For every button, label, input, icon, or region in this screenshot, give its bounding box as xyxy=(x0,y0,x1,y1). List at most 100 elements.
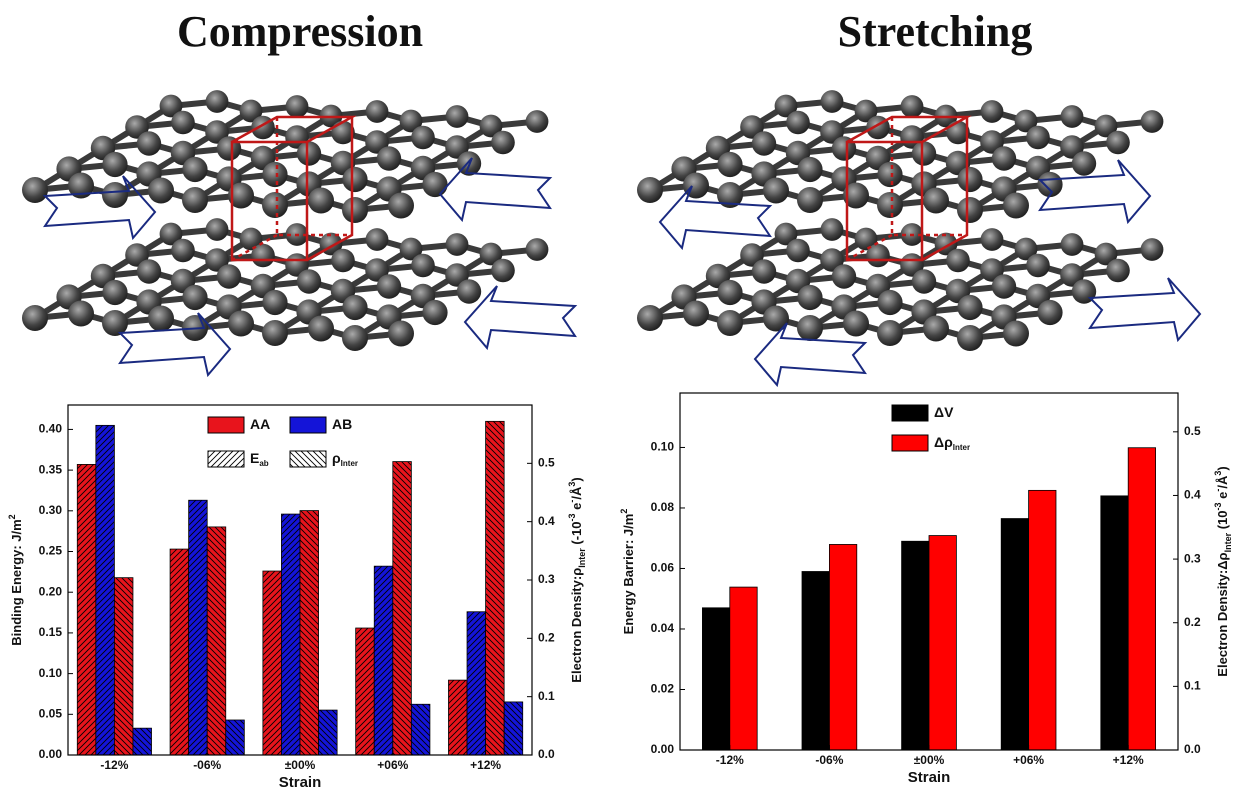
atom xyxy=(491,259,515,283)
legend-swatch xyxy=(290,417,326,433)
y2-tick-label: 0.5 xyxy=(538,456,555,470)
bar xyxy=(319,710,338,755)
atom xyxy=(821,218,844,241)
y-tick-label: 0.08 xyxy=(651,500,675,514)
label-part: /Å xyxy=(569,486,584,500)
atom xyxy=(182,187,208,213)
y-tick-label: 0.15 xyxy=(39,625,63,639)
label-part: Inter xyxy=(1223,532,1233,552)
atom xyxy=(102,152,127,177)
atom xyxy=(137,259,161,283)
atom xyxy=(182,285,207,310)
bar xyxy=(189,500,208,755)
y2-tick-label: 0.2 xyxy=(1184,615,1201,629)
atom xyxy=(366,228,389,251)
atom xyxy=(877,290,902,315)
y-tick-label: 0.04 xyxy=(651,621,675,635)
bar xyxy=(411,704,430,755)
atom xyxy=(1106,259,1130,283)
atom xyxy=(1106,131,1130,155)
y-tick-label: 0.10 xyxy=(651,440,675,454)
atom xyxy=(763,178,789,204)
atom xyxy=(526,238,549,261)
legend-swatch xyxy=(208,451,244,467)
y-tick-label: 0.35 xyxy=(39,462,63,476)
atom xyxy=(821,90,844,113)
legend-swatch xyxy=(892,435,928,451)
atom xyxy=(1141,110,1164,133)
atom xyxy=(526,110,549,133)
atom xyxy=(388,321,414,347)
y2-tick-label: 0.4 xyxy=(1184,488,1201,502)
illustration-title: Compression xyxy=(177,7,423,56)
illustration xyxy=(22,90,575,375)
label-part: Inter xyxy=(953,443,970,452)
atom xyxy=(877,162,902,187)
atom xyxy=(217,264,241,288)
y-tick-label: 0.10 xyxy=(39,666,63,680)
label-part: Δρ xyxy=(934,434,953,450)
label-part: ) xyxy=(1215,466,1230,470)
label-part: ab xyxy=(259,459,268,468)
atom xyxy=(342,167,367,192)
label-part: AA xyxy=(250,416,270,432)
x-tick-label: +06% xyxy=(1013,753,1044,767)
label-part: 2 xyxy=(7,514,17,519)
atom xyxy=(901,95,924,118)
atom xyxy=(877,320,903,346)
label-part: Energy Barrier: J/m xyxy=(621,514,636,635)
bar xyxy=(356,628,375,755)
label-part: Inter xyxy=(341,459,358,468)
label-part: e xyxy=(1215,492,1230,503)
atom xyxy=(388,193,414,219)
atom xyxy=(957,295,982,320)
y-tick-label: 0.25 xyxy=(39,544,63,558)
y2-axis-label: Electron Density:ρInter (-10-3 e-/Å3) xyxy=(567,477,587,682)
atom xyxy=(148,178,174,204)
legend-label: AB xyxy=(332,416,352,432)
bar xyxy=(300,511,319,755)
bar xyxy=(263,571,282,755)
label-part: -3 xyxy=(567,513,577,521)
figure: Compression Stretching 0.000.050.100.150… xyxy=(0,0,1240,791)
atom xyxy=(297,141,321,165)
atom xyxy=(228,311,254,337)
atom xyxy=(1026,126,1050,150)
label-part: E xyxy=(250,450,259,466)
x-tick-label: +12% xyxy=(1113,753,1144,767)
y-tick-label: 0.00 xyxy=(39,747,63,761)
legend-label: ρInter xyxy=(332,450,358,468)
atom xyxy=(308,316,334,342)
bar xyxy=(207,527,226,755)
atom xyxy=(957,325,983,351)
atom xyxy=(717,310,743,336)
label-part: ) xyxy=(569,477,584,481)
x-tick-label: -06% xyxy=(815,753,843,767)
atom xyxy=(637,177,663,203)
label-part: -3 xyxy=(1213,502,1223,510)
atom xyxy=(446,233,469,256)
x-tick-label: ±00% xyxy=(914,753,945,767)
atom xyxy=(262,320,288,346)
label-part: (-10 xyxy=(569,522,584,549)
atom xyxy=(297,269,321,293)
atom xyxy=(22,305,48,331)
y-tick-label: 0.00 xyxy=(651,742,675,756)
atom xyxy=(946,249,970,273)
legend-swatch xyxy=(208,417,244,433)
atom xyxy=(422,172,447,197)
bar xyxy=(1001,519,1028,750)
atom xyxy=(717,152,742,177)
atom xyxy=(377,274,401,298)
illustration-title: Stretching xyxy=(838,7,1033,56)
bar xyxy=(929,536,956,750)
bar xyxy=(902,541,929,750)
label-part: e xyxy=(569,503,584,514)
atom xyxy=(342,197,368,223)
label-part: Electron Density:ρ xyxy=(569,568,584,683)
atom xyxy=(797,315,823,341)
y-axis-label: Energy Barrier: J/m2 xyxy=(619,509,636,635)
y2-tick-label: 0.0 xyxy=(1184,742,1201,756)
x-tick-label: -12% xyxy=(100,758,128,772)
atom xyxy=(1037,300,1062,325)
